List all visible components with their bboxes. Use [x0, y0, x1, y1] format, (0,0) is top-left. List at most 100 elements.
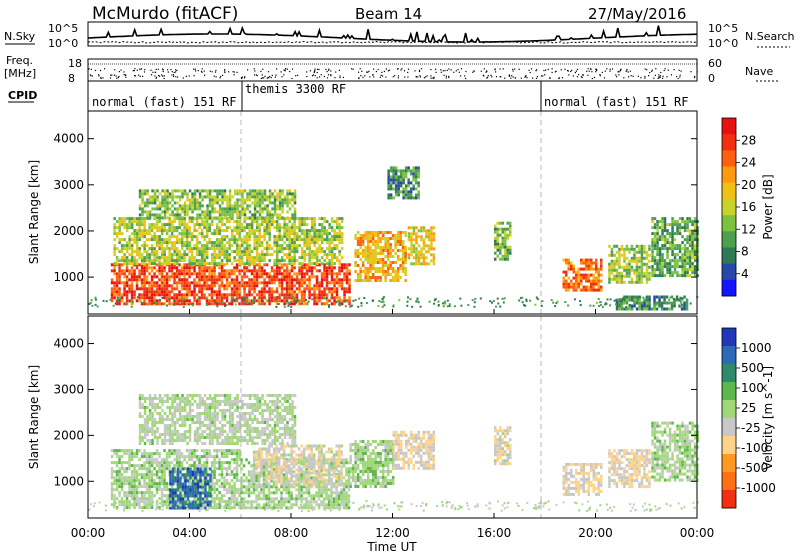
echo-cell [123, 449, 126, 453]
echo-cell [597, 285, 600, 289]
echo-cell [300, 217, 304, 221]
echo-cell [145, 476, 149, 480]
echo-cell [260, 269, 264, 273]
echo-cell [168, 497, 171, 501]
echo-cell [160, 497, 164, 501]
echo-cell [221, 198, 224, 202]
freq-mark [309, 70, 311, 72]
echo-cell [208, 204, 212, 208]
echo-cell [190, 250, 194, 254]
beam-title: Beam 14 [355, 5, 422, 23]
echo-cell [253, 287, 256, 291]
ground-scatter-cell [415, 300, 418, 303]
echo-cell [243, 284, 246, 288]
freq-mark [514, 77, 517, 79]
echo-cell [238, 256, 241, 260]
echo-cell [681, 259, 684, 263]
echo-cell [640, 280, 644, 284]
echo-cell [386, 267, 390, 270]
echo-cell [653, 223, 657, 227]
echo-cell [298, 272, 301, 276]
echo-cell [215, 244, 219, 248]
echo-cell [240, 229, 244, 233]
echo-cell [399, 264, 402, 267]
freq-mark [173, 75, 175, 78]
echo-cell [176, 216, 179, 220]
echo-cell [354, 279, 357, 282]
echo-cell [256, 201, 259, 205]
echo-cell [158, 485, 161, 489]
echo-cell [572, 282, 575, 286]
echo-cell [275, 223, 279, 227]
echo-cell [120, 293, 124, 297]
freq-mark [509, 75, 511, 77]
echo-cell [125, 476, 129, 480]
echo-cell [376, 267, 380, 270]
echo-cell [273, 213, 277, 217]
freq-mark [502, 68, 504, 70]
echo-cell [580, 279, 583, 283]
echo-cell [688, 232, 692, 236]
echo-cell [268, 216, 272, 220]
echo-cell [585, 276, 588, 280]
echo-cell [150, 497, 154, 501]
echo-cell [381, 231, 385, 234]
echo-cell [200, 449, 204, 453]
cpid-panel: CPID normal (fast) 151 RF themis 3300 RF… [8, 81, 689, 111]
echo-cell [615, 280, 619, 284]
echo-cell [125, 494, 129, 498]
echo-cell [168, 238, 171, 242]
echo-cell [230, 238, 234, 242]
freq-mark [317, 68, 319, 70]
echo-cell [315, 296, 319, 300]
echo-cell [148, 452, 151, 456]
echo-cell [238, 269, 241, 273]
echo-cell [148, 290, 151, 294]
echo-cell [656, 247, 659, 251]
freq-mark [595, 68, 598, 70]
echo-cell [238, 229, 241, 233]
freq-mark [450, 69, 452, 71]
ground-scatter-cell [419, 305, 422, 308]
echo-cell [693, 226, 697, 230]
freq-mark [125, 76, 127, 78]
echo-cell [188, 281, 191, 285]
echo-cell [200, 287, 204, 291]
echo-cell [128, 259, 131, 263]
echo-cell [255, 241, 259, 245]
ground-scatter-cell [681, 297, 684, 300]
echo-cell [414, 196, 418, 200]
echo-cell [394, 187, 398, 191]
echo-cell [283, 223, 286, 227]
ground-scatter-cell [371, 300, 374, 302]
freq-mark [161, 74, 163, 76]
freq-units-label: [MHz] [4, 67, 36, 80]
echo-cell [130, 458, 134, 462]
echo-cell [195, 244, 199, 248]
echo-cell [290, 266, 294, 270]
echo-cell [248, 269, 251, 273]
echo-cell [285, 272, 289, 276]
echo-cell [333, 290, 336, 294]
echo-cell [643, 301, 646, 305]
echo-cell [293, 256, 296, 260]
echo-cell [168, 266, 171, 270]
echo-cell [150, 296, 154, 300]
echo-cell [130, 253, 134, 257]
echo-cell [148, 497, 151, 501]
echo-cell [185, 266, 189, 270]
echo-cell [661, 268, 664, 272]
echo-cell [143, 281, 146, 285]
echo-cell [155, 223, 159, 227]
echo-cell [582, 261, 585, 265]
echo-cell [188, 482, 191, 486]
echo-cell [673, 247, 677, 251]
echo-cell [432, 235, 436, 239]
echo-cell [273, 275, 276, 279]
echo-cell [235, 220, 239, 224]
echo-cell [407, 232, 411, 236]
echo-cell [300, 232, 304, 236]
echo-cell [412, 196, 415, 200]
echo-cell [155, 473, 159, 477]
echo-cell [235, 281, 239, 285]
